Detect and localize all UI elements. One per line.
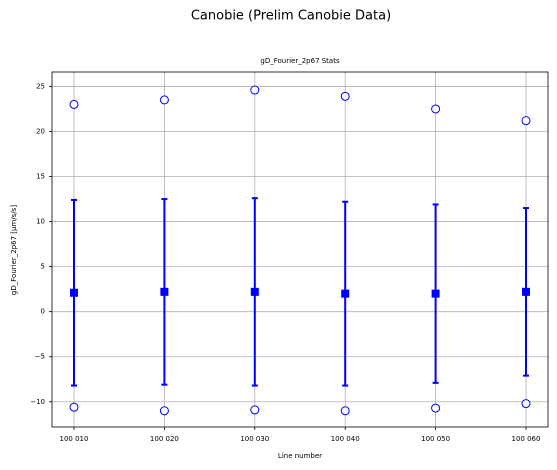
min-marker (69, 402, 79, 412)
x-axis-label: Line number (278, 452, 322, 460)
plot-frame (51, 71, 549, 428)
x-tick-label: 100 020 (150, 435, 179, 443)
y-tick-label: −10 (30, 398, 45, 406)
y-tick-label: 5 (41, 263, 45, 271)
max-marker (521, 116, 531, 126)
min-marker (521, 399, 531, 409)
max-marker (69, 99, 79, 109)
y-tick-label: 15 (36, 173, 45, 181)
x-tick-label: 100 030 (240, 435, 269, 443)
mean-marker (160, 287, 169, 296)
max-marker (250, 85, 260, 95)
chart-suptitle: Canobie (Prelim Canobie Data) (191, 9, 391, 24)
max-marker (431, 104, 441, 114)
min-marker (431, 403, 441, 413)
y-tick-label: 10 (36, 218, 45, 226)
y-tick-label: −5 (35, 353, 45, 361)
min-marker (250, 405, 260, 415)
min-marker (340, 406, 350, 416)
mean-marker (341, 289, 350, 298)
mean-marker (431, 289, 440, 298)
x-tick-label: 100 050 (421, 435, 450, 443)
x-tick-label: 100 040 (331, 435, 360, 443)
max-marker (159, 95, 169, 105)
y-tick-label: 25 (36, 82, 45, 90)
min-marker (159, 406, 169, 416)
mean-marker (70, 288, 78, 297)
mean-marker (522, 287, 530, 296)
chart-title: gD_Fourier_2p67 Stats (260, 57, 340, 65)
y-tick-label: 0 (41, 308, 45, 316)
y-tick-label: 20 (36, 127, 45, 135)
y-axis-label: gD_Fourier_2p67 [µm/s/s] (10, 205, 18, 295)
x-tick-label: 100 060 (512, 435, 541, 443)
mean-marker (250, 287, 259, 296)
x-tick-label: 100 010 (60, 435, 89, 443)
max-marker (340, 91, 350, 101)
